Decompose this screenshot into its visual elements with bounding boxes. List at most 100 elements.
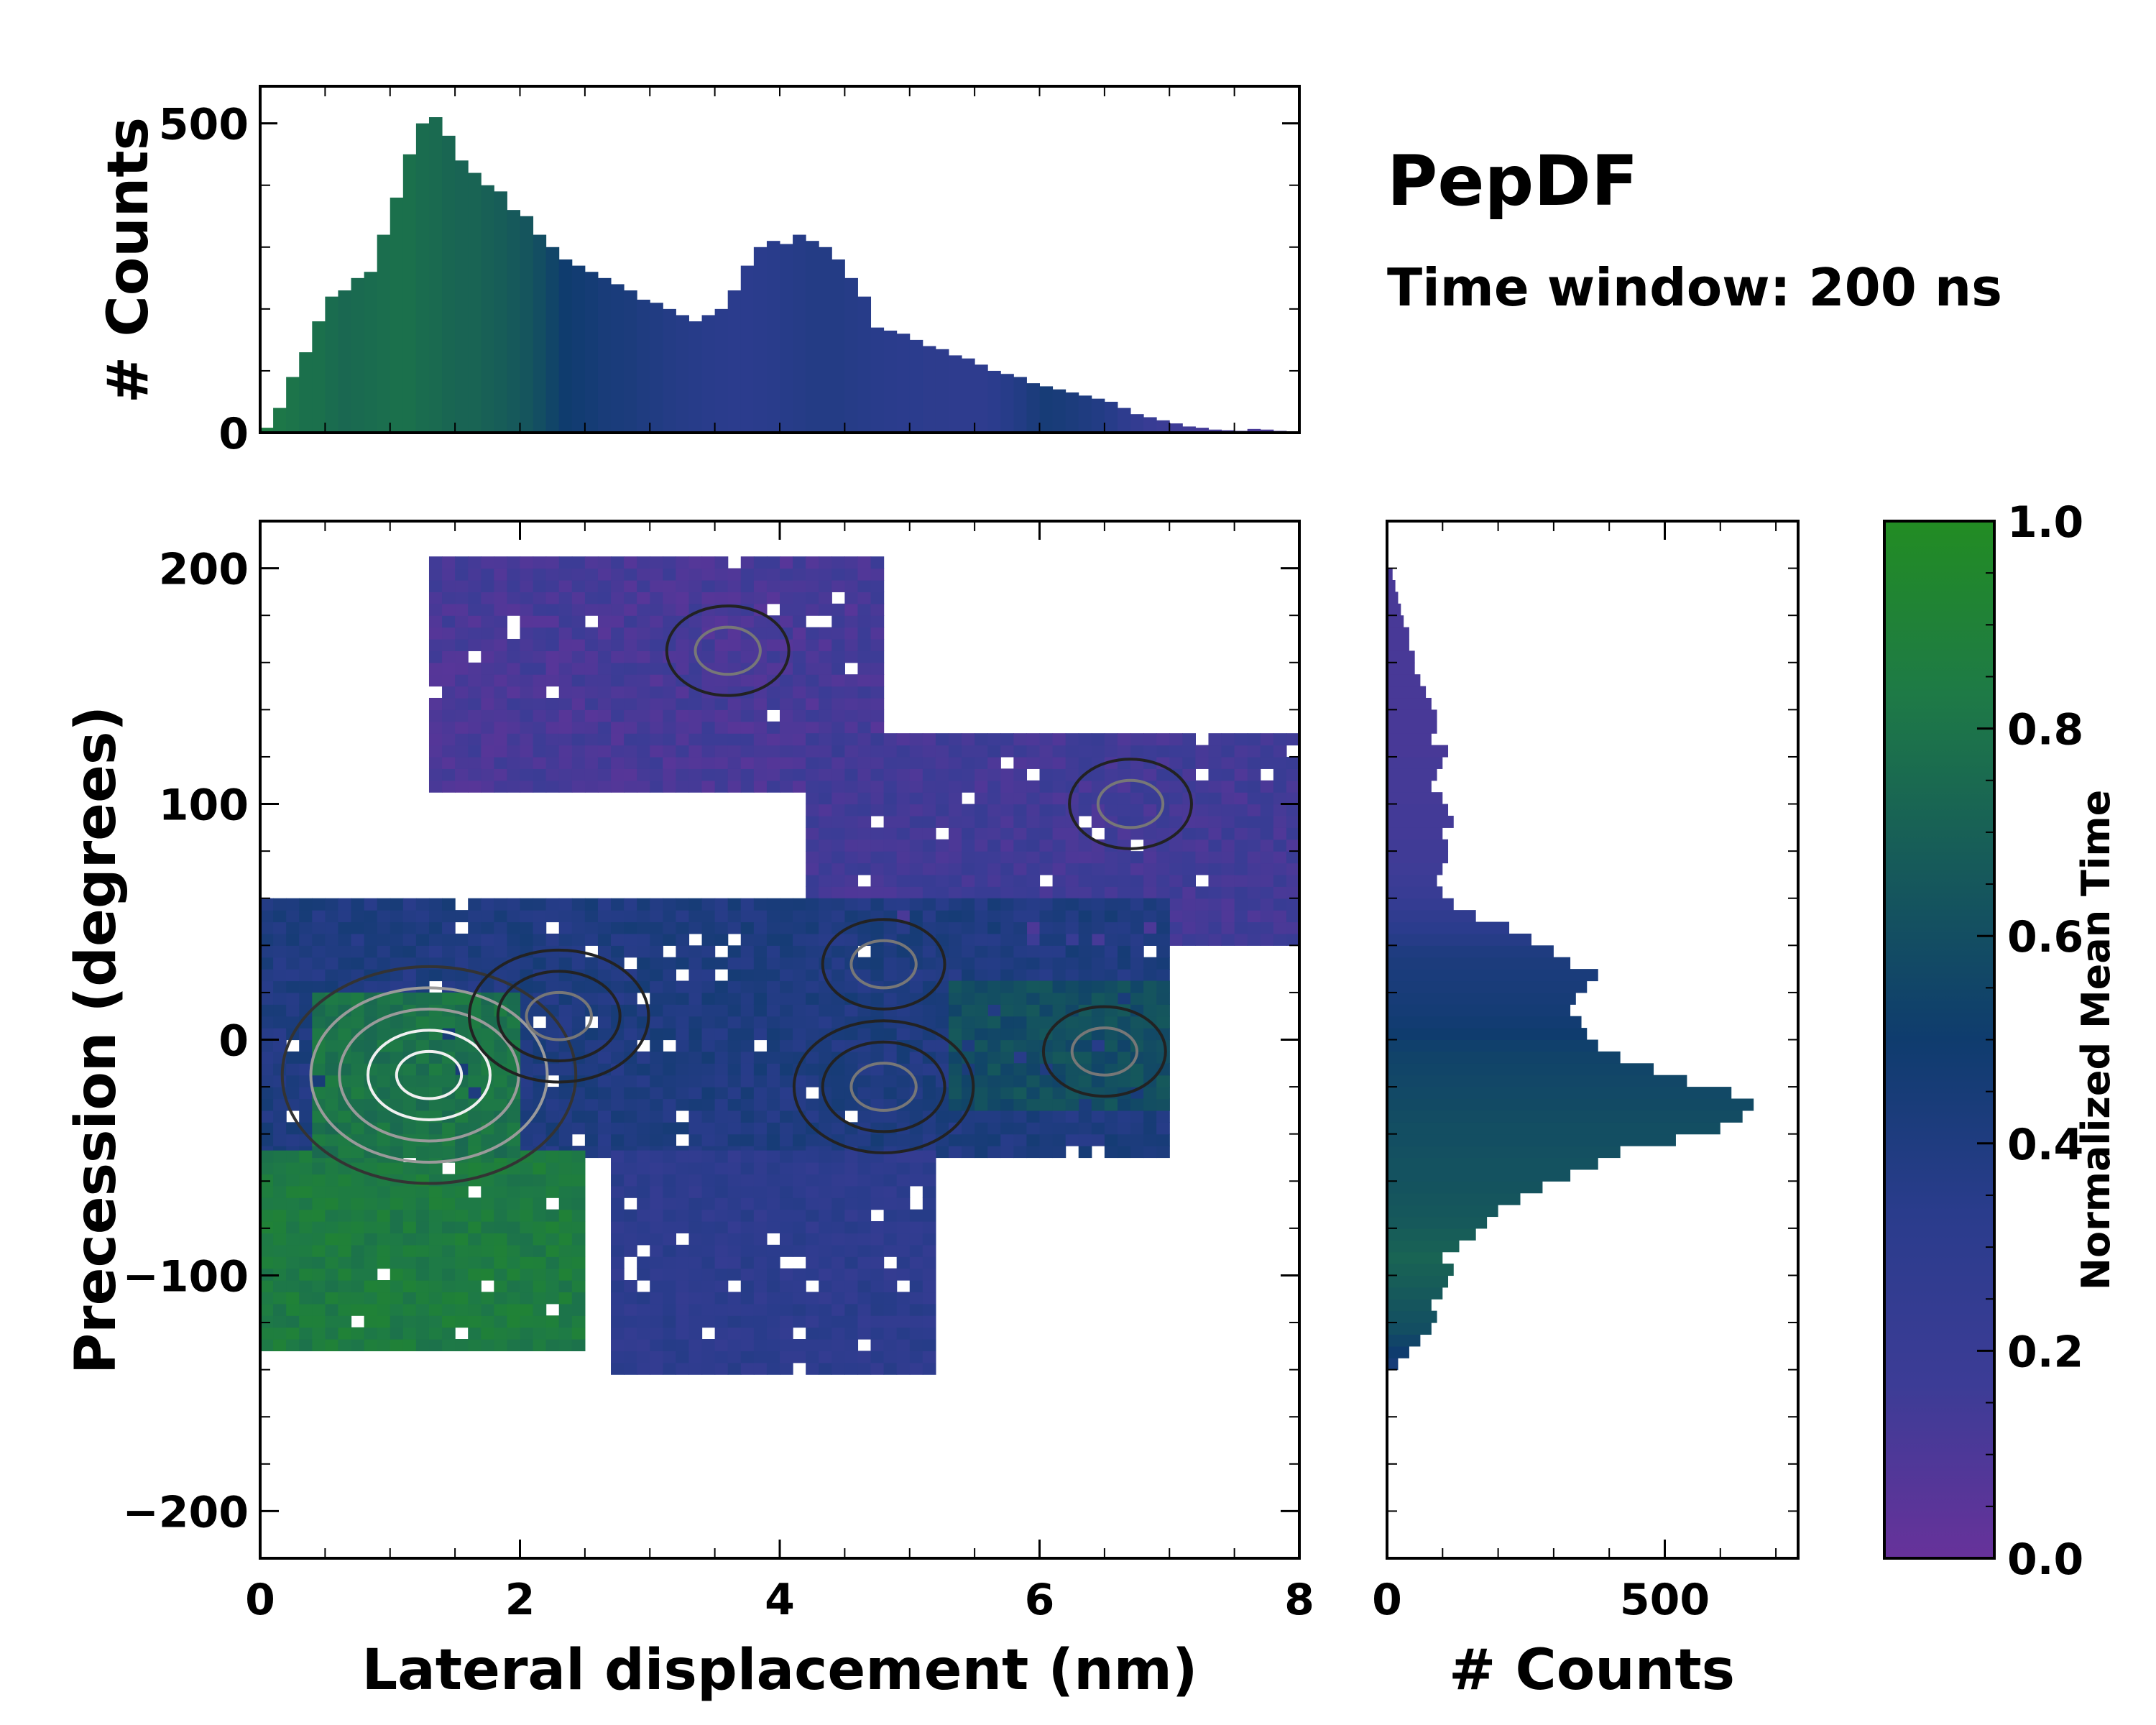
- heatmap-cell: [494, 957, 508, 970]
- heatmap-cell: [740, 1197, 755, 1210]
- heatmap-cell: [896, 1051, 911, 1064]
- heatmap-cell: [857, 1028, 872, 1041]
- heatmap-cell: [1130, 980, 1144, 993]
- right-hist-bar: [1387, 745, 1449, 758]
- heatmap-cell: [455, 780, 469, 793]
- heatmap-cell: [1208, 862, 1222, 875]
- heatmap-cell: [753, 1303, 768, 1316]
- heatmap-cell: [701, 933, 716, 946]
- heatmap-cell: [857, 1087, 872, 1100]
- heatmap-cell: [545, 1292, 560, 1305]
- heatmap-cell: [1013, 1063, 1028, 1076]
- heatmap-cell: [793, 603, 806, 616]
- heatmap-cell: [390, 1292, 404, 1305]
- heatmap-cell: [286, 1244, 300, 1257]
- heatmap-cell: [663, 579, 676, 592]
- heatmap-cell: [766, 1150, 780, 1163]
- heatmap-cell: [558, 568, 573, 581]
- heatmap-cell: [481, 1244, 494, 1257]
- heatmap-cell: [831, 1233, 845, 1246]
- heatmap-cell: [896, 921, 911, 934]
- heatmap-cell: [1104, 1063, 1118, 1076]
- heatmap-cell: [1117, 780, 1131, 793]
- heatmap-cell: [1078, 1110, 1092, 1123]
- heatmap-cell: [428, 768, 443, 781]
- right-hist-bar: [1387, 697, 1432, 710]
- heatmap-cell: [714, 1256, 729, 1269]
- heatmap-cell: [727, 768, 742, 781]
- heatmap-cell: [753, 721, 768, 734]
- heatmap-cell: [806, 945, 819, 958]
- heatmap-cell: [753, 1244, 768, 1257]
- heatmap-cell: [273, 1221, 287, 1234]
- heatmap-cell: [962, 1016, 975, 1029]
- heatmap-cell: [909, 1051, 923, 1064]
- heatmap-cell: [442, 1016, 456, 1029]
- heatmap-cell: [870, 1133, 885, 1146]
- heatmap-cell: [663, 1004, 676, 1017]
- heatmap-cell: [650, 1221, 663, 1234]
- heatmap-cell: [844, 1233, 859, 1246]
- heatmap-cell: [650, 1303, 663, 1316]
- heatmap-cell: [806, 1028, 819, 1041]
- top-hist-bar: [481, 185, 494, 433]
- heatmap-cell: [533, 1233, 547, 1246]
- heatmap-cell: [597, 745, 612, 758]
- heatmap-cell: [793, 1039, 806, 1052]
- heatmap-cell: [571, 1004, 586, 1017]
- heatmap-cell: [714, 1075, 729, 1087]
- heatmap-cell: [494, 1075, 508, 1087]
- heatmap-cell: [780, 768, 793, 781]
- heatmap-cell: [299, 1197, 313, 1210]
- heatmap-cell: [637, 1351, 650, 1363]
- heatmap-cell: [442, 1039, 456, 1052]
- heatmap-cell: [428, 662, 443, 675]
- heatmap-cell: [1195, 745, 1210, 758]
- heatmap-cell: [390, 1098, 404, 1111]
- heatmap-cell: [415, 1233, 430, 1246]
- heatmap-cell: [1169, 921, 1183, 934]
- heatmap-cell: [987, 745, 1001, 758]
- heatmap-cell: [975, 1051, 988, 1064]
- heatmap-cell: [896, 768, 911, 781]
- heatmap-cell: [819, 1256, 832, 1269]
- heatmap-cell: [624, 1162, 637, 1175]
- heatmap-cell: [260, 969, 274, 982]
- heatmap-cell: [1273, 756, 1287, 769]
- heatmap-cell: [806, 933, 819, 946]
- heatmap-cell: [896, 1174, 911, 1187]
- heatmap-cell: [650, 910, 663, 923]
- heatmap-cell: [520, 898, 534, 911]
- heatmap-cell: [558, 1122, 573, 1135]
- heatmap-cell: [1273, 839, 1287, 852]
- heatmap-cell: [806, 1221, 819, 1234]
- heatmap-cell: [740, 650, 755, 663]
- heatmap-cell: [857, 662, 872, 675]
- heatmap-cell: [727, 709, 742, 722]
- top-hist-bar: [584, 272, 599, 433]
- heatmap-cell: [481, 921, 494, 934]
- heatmap-cell: [558, 910, 573, 923]
- heatmap-cell: [520, 1221, 534, 1234]
- heatmap-cell: [494, 756, 508, 769]
- heatmap-cell: [1247, 804, 1261, 816]
- heatmap-cell: [325, 969, 339, 982]
- right-hist-bar: [1387, 1098, 1754, 1111]
- heatmap-cell: [896, 851, 911, 864]
- heatmap-cell: [611, 1051, 625, 1064]
- heatmap-cell: [870, 1098, 885, 1111]
- heatmap-cell: [494, 1051, 508, 1064]
- heatmap-cell: [571, 603, 586, 616]
- heatmap-cell: [857, 592, 872, 604]
- heatmap-cell: [351, 1087, 365, 1100]
- heatmap-cell: [520, 1185, 534, 1198]
- heatmap-cell: [844, 1150, 859, 1163]
- heatmap-cell: [1156, 1122, 1170, 1135]
- heatmap-cell: [727, 1233, 742, 1246]
- heatmap-cell: [688, 1256, 703, 1269]
- heatmap-cell: [402, 1315, 417, 1328]
- heatmap-cell: [844, 1339, 859, 1351]
- heatmap-cell: [780, 603, 793, 616]
- heatmap-cell: [364, 1327, 378, 1340]
- heatmap-cell: [468, 568, 482, 581]
